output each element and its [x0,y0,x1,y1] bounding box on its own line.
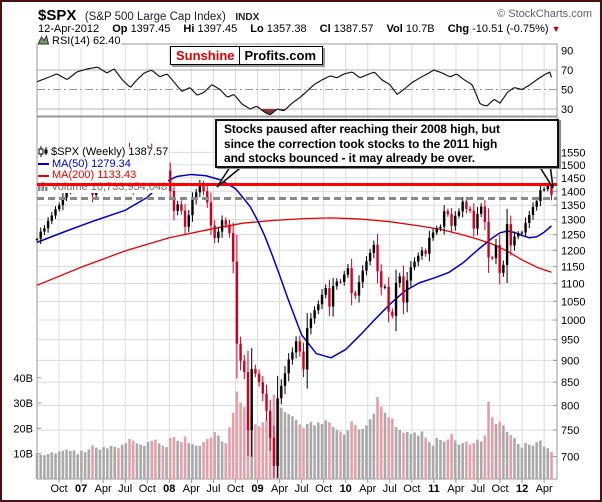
svg-text:10: 10 [340,483,352,495]
svg-text:10B: 10B [13,449,33,461]
svg-text:30B: 30B [13,398,33,410]
svg-text:Apr: Apr [359,483,376,495]
svg-text:1050: 1050 [561,296,585,308]
svg-text:07: 07 [75,483,87,495]
svg-text:1100: 1100 [561,279,585,291]
svg-text:09: 09 [251,483,263,495]
resistance-line-2008-high [37,183,557,186]
svg-text:70: 70 [561,65,573,77]
quote-close: Cl 1387.57 [319,23,374,35]
svg-text:40B: 40B [13,373,33,385]
price-legend: $SPX (Weekly) 1387.57 MA(50) 1279.34 MA(… [38,145,169,195]
svg-text:Oct: Oct [315,483,332,495]
quote-volume: Vol 10.7B [386,23,435,35]
svg-text:1550: 1550 [561,147,585,159]
svg-text:08: 08 [163,483,175,495]
quote-low: Lo 1357.38 [250,23,307,35]
rsi-indicator-icon [37,34,50,49]
annotation-line-3: and stocks bounced - it may already be o… [224,151,476,166]
svg-text:850: 850 [561,377,579,389]
watermark-sunshine: Sunshine [176,47,235,63]
symbol-name: (S&P 500 Large Cap Index) [84,11,226,23]
svg-text:30: 30 [561,104,573,116]
symbol: $SPX [38,7,77,24]
svg-text:1200: 1200 [561,245,585,257]
svg-text:Oct: Oct [403,483,420,495]
svg-text:700: 700 [561,451,579,463]
exchange-label: INDX [235,12,260,23]
rsi-legend: RSI(14) 62.40 [37,34,121,49]
watermark-profits: Profits.com [244,47,317,63]
quote-date: 12-Apr-2012 [38,23,100,35]
ma50-legend-dash [38,163,49,166]
svg-text:Apr: Apr [95,483,112,495]
svg-text:750: 750 [561,425,579,437]
svg-text:Apr: Apr [447,483,464,495]
svg-text:1000: 1000 [561,315,585,327]
svg-text:1250: 1250 [561,230,585,242]
svg-text:Apr: Apr [183,483,200,495]
svg-text:1350: 1350 [561,200,585,212]
svg-text:1450: 1450 [561,173,585,185]
ma200-legend-label: MA(200) 1133.43 [52,169,137,181]
svg-text:1500: 1500 [561,160,585,172]
ma50-legend-label: MA(50) 1279.34 [52,157,131,170]
svg-text:Jul: Jul [471,483,485,495]
sunshine-profits-watermark: Sunshine Profits.com [170,46,324,65]
ma200-legend-dash [38,174,49,177]
svg-text:Apr: Apr [271,483,288,495]
dashed-line-2011-high [37,197,557,200]
svg-text:11: 11 [428,483,440,495]
svg-text:Oct: Oct [50,483,67,495]
svg-text:Oct: Oct [227,483,244,495]
copyright-notice: © StockCharts.com [497,8,592,20]
svg-text:1150: 1150 [561,262,585,274]
svg-text:1300: 1300 [561,215,585,227]
svg-text:950: 950 [561,335,579,347]
annotation-line-1: Stocks paused after reaching their 2008 … [224,122,500,136]
chart-header: $SPX (S&P 500 Large Cap Index) INDX [38,7,259,25]
change-down-arrow-icon: ▼ [551,24,561,34]
annotation-callout: Stocks paused after reaching their 2008 … [215,119,559,168]
quote-row: 12-Apr-2012 Op 1397.45 Hi 1397.45 Lo 135… [38,23,561,35]
volume-bars-icon [38,181,48,195]
svg-text:20B: 20B [13,423,33,435]
rsi-value: 62.40 [92,35,121,47]
candlestick-icon [38,145,48,161]
svg-text:Oct: Oct [139,483,156,495]
rsi-label: RSI(14) [52,35,90,47]
quote-change: Chg -10.51 (-0.75%) ▼ [447,23,561,35]
svg-text:1400: 1400 [561,186,585,198]
quote-open: Op 1397.45 [112,23,171,35]
volume-legend-label: Volume 10,733,954,048 [51,180,168,193]
svg-text:Jul: Jul [295,483,309,495]
spx-legend-label: $SPX (Weekly) 1387.57 [51,146,169,158]
svg-text:Jul: Jul [206,483,220,495]
watermark-divider [238,47,240,64]
svg-text:Jul: Jul [118,483,132,495]
svg-text:Apr: Apr [536,483,553,495]
svg-text:90: 90 [561,46,573,58]
annotation-line-2: since the correction took stocks to the … [224,136,498,151]
svg-text:50: 50 [561,85,573,97]
svg-text:Jul: Jul [383,483,397,495]
svg-text:Oct: Oct [491,483,508,495]
svg-text:12: 12 [516,483,528,495]
svg-text:900: 900 [561,355,579,367]
svg-text:800: 800 [561,400,579,412]
quote-high: Hi 1397.45 [183,23,238,35]
